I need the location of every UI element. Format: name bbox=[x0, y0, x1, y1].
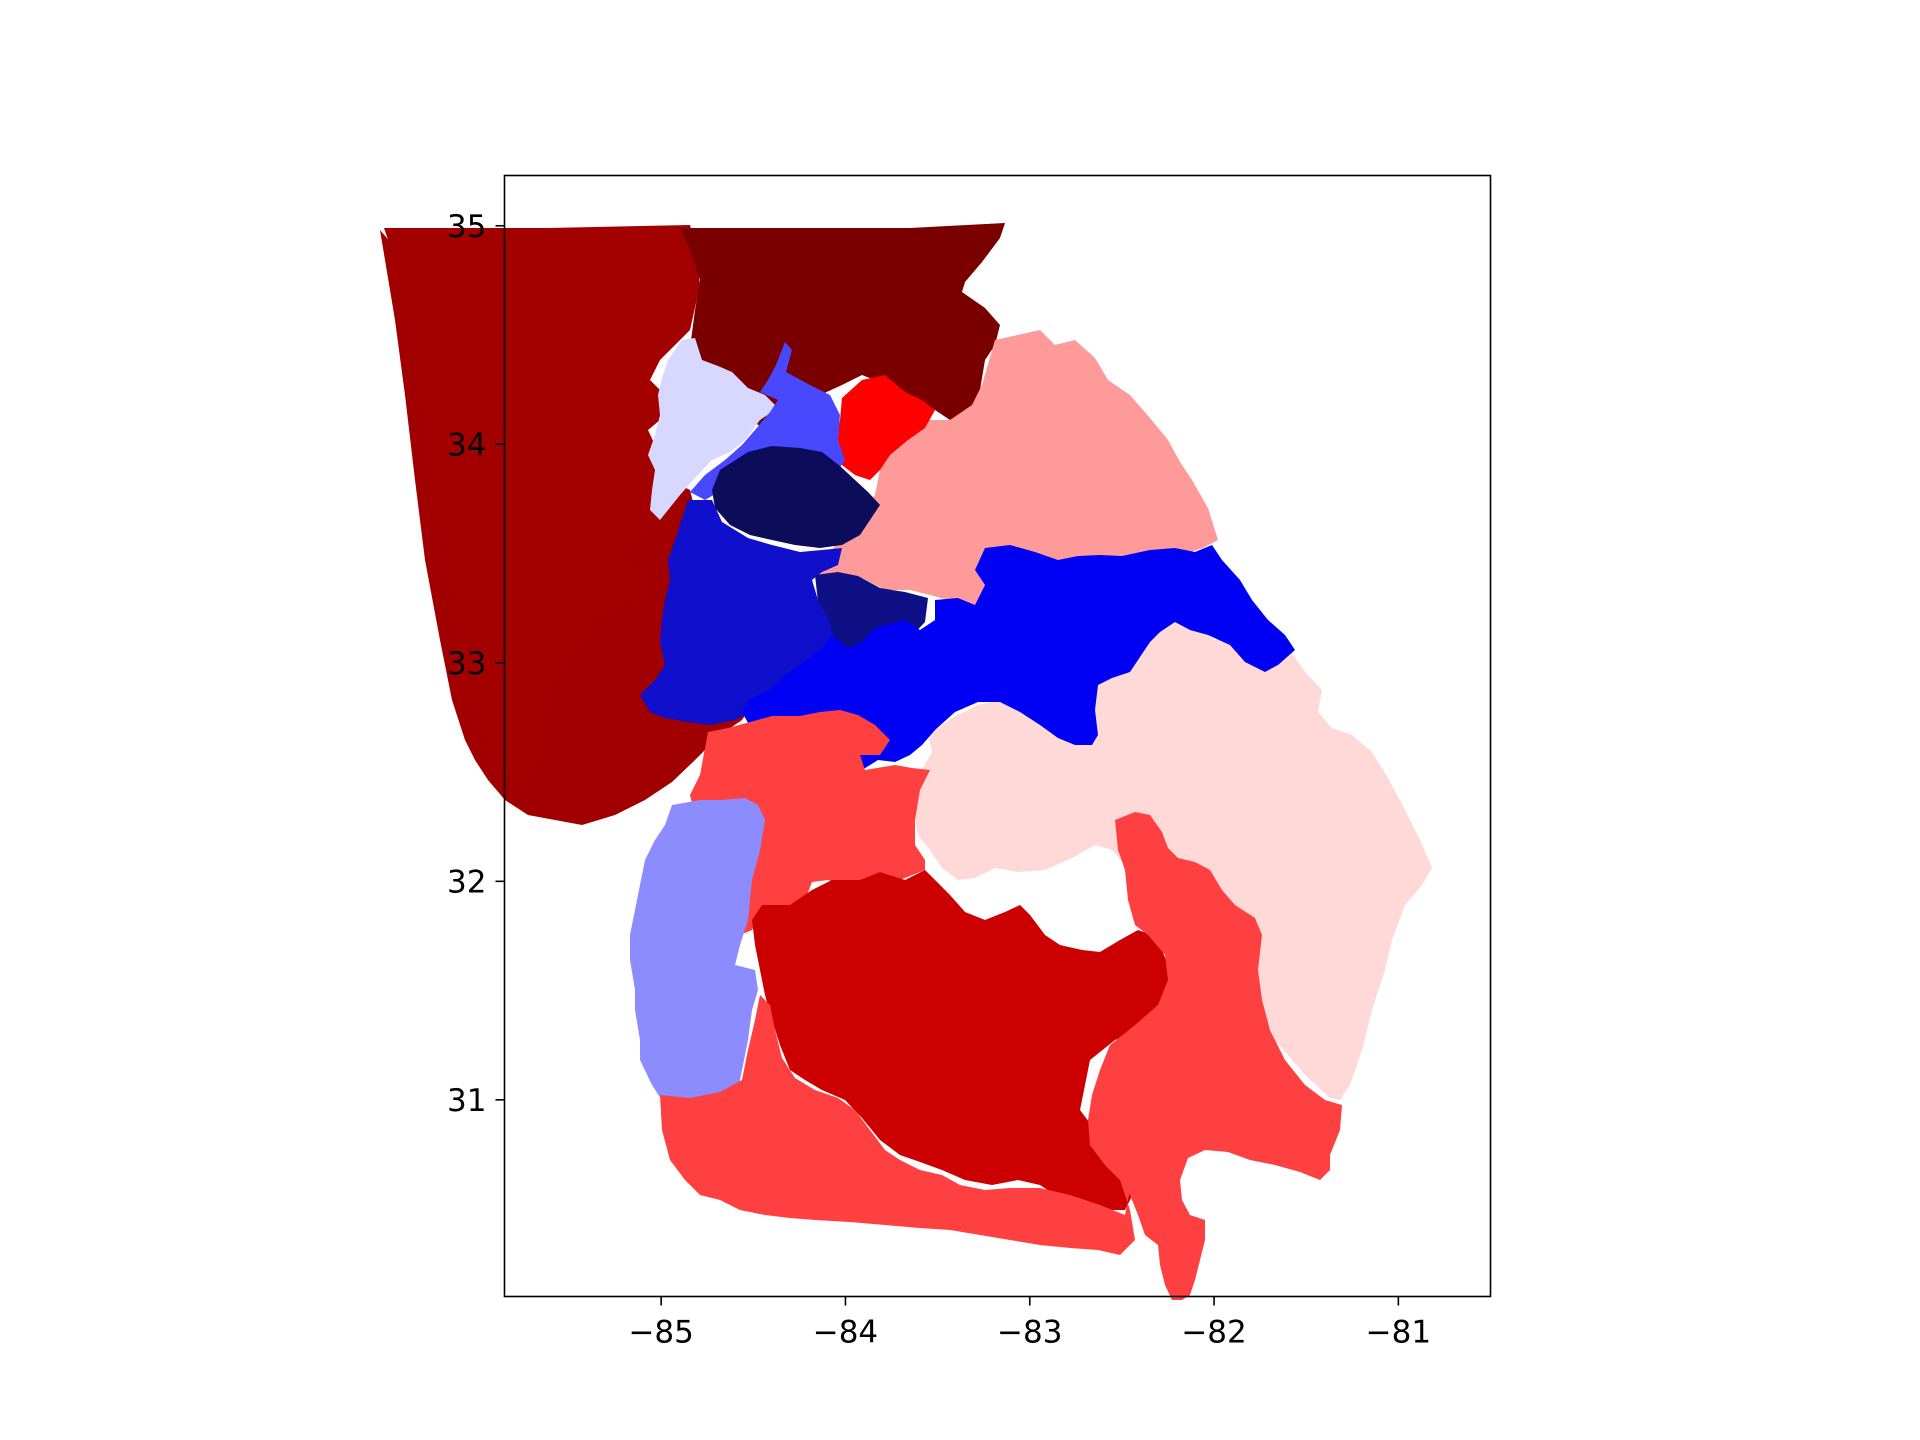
district-northeast bbox=[815, 330, 1218, 630]
district-cobb bbox=[690, 342, 845, 500]
y-tick-label: 35 bbox=[447, 209, 486, 245]
district-southwest-metro bbox=[640, 500, 842, 725]
district-south-central bbox=[752, 870, 1170, 1210]
district-south bbox=[660, 995, 1135, 1255]
district-coastal bbox=[1088, 812, 1342, 1300]
y-tick-label: 32 bbox=[447, 864, 486, 900]
plot-border bbox=[503, 174, 1492, 1298]
x-tick-label: −82 bbox=[1181, 1315, 1246, 1351]
y-axis: 35 34 33 32 31 bbox=[447, 209, 505, 1119]
x-tick-label: −83 bbox=[997, 1315, 1062, 1351]
district-northwest bbox=[384, 225, 700, 790]
axes-frame bbox=[503, 174, 1492, 1298]
district-layer bbox=[380, 223, 1432, 1300]
x-tick-label: −85 bbox=[628, 1315, 693, 1351]
district-cherokee bbox=[648, 338, 778, 520]
x-tick-label: −84 bbox=[813, 1315, 878, 1351]
y-tick-label: 34 bbox=[447, 427, 486, 463]
district-north bbox=[680, 223, 1005, 432]
y-tick-label: 31 bbox=[447, 1083, 486, 1119]
district-southwest bbox=[630, 798, 765, 1105]
x-tick-label: −81 bbox=[1366, 1315, 1431, 1351]
district-central-band bbox=[742, 545, 1295, 770]
district-gainesville bbox=[835, 375, 935, 480]
x-axis: −85 −84 −83 −82 −81 bbox=[628, 1296, 1431, 1351]
district-atlanta-core bbox=[712, 446, 880, 548]
y-tick-label: 33 bbox=[447, 646, 486, 682]
